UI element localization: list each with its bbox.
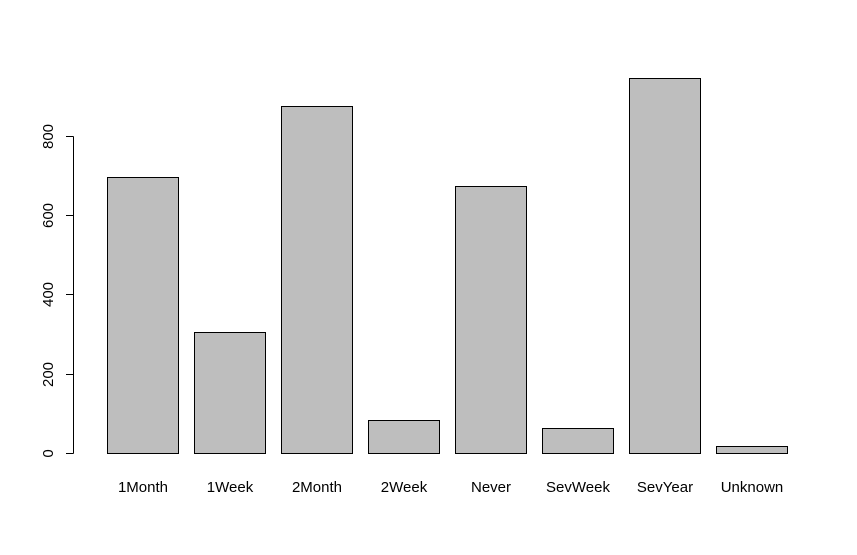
bar-Never [455,186,527,454]
bar-SevWeek [542,428,614,454]
bar-Unknown [716,446,788,454]
y-tick-label: 800 [40,124,57,149]
y-tick-label: 400 [40,282,57,307]
y-axis: 0 200 400 600 800 [40,124,74,458]
bar-2Week [368,420,440,454]
x-tick-label: 1Week [207,479,254,496]
x-tick-label: Unknown [721,479,784,496]
bar-1Week [194,332,266,454]
x-tick-label: 2Month [292,479,342,496]
x-axis-labels: 1Month 1Week 2Month 2Week Never SevWeek SevYea… [118,479,783,496]
bar-1Month [107,177,179,454]
x-tick-label: Never [471,479,511,496]
x-tick-label: SevYear [637,479,693,496]
x-tick-label: SevWeek [546,479,610,496]
bar-SevYear [629,78,701,454]
x-tick-label: 2Week [381,479,428,496]
y-tick-label: 200 [40,362,57,387]
bar-2Month [281,106,353,454]
y-tick-label: 0 [40,449,57,457]
bars [107,78,788,454]
y-tick-label: 600 [40,203,57,228]
x-tick-label: 1Month [118,479,168,496]
